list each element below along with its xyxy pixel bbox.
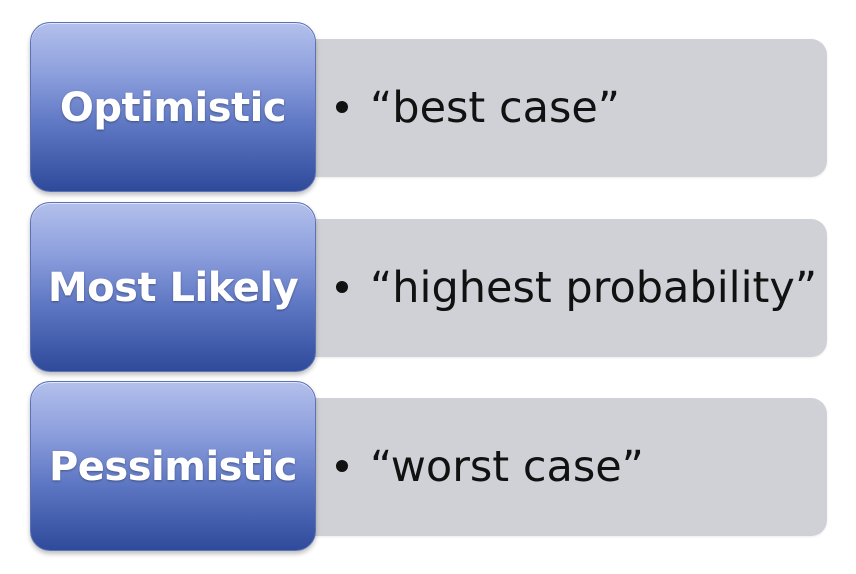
description-text: “worst case” bbox=[370, 442, 644, 492]
row-most-likely: “highest probability” Most Likely bbox=[0, 202, 856, 374]
label-box: Most Likely bbox=[30, 202, 316, 372]
description-text: “best case” bbox=[370, 83, 621, 133]
bullet-icon bbox=[336, 459, 348, 472]
row-pessimistic: “worst case” Pessimistic bbox=[0, 381, 856, 553]
label-text: Optimistic bbox=[59, 85, 287, 131]
description-box: “worst case” bbox=[292, 398, 827, 536]
label-text: Pessimistic bbox=[48, 444, 298, 490]
label-text: Most Likely bbox=[47, 265, 299, 311]
label-box: Pessimistic bbox=[30, 381, 316, 551]
bullet-icon bbox=[336, 280, 348, 293]
label-box: Optimistic bbox=[30, 22, 316, 192]
description-text: “highest probability” bbox=[370, 263, 818, 313]
description-box: “highest probability” bbox=[292, 219, 827, 357]
bullet-icon bbox=[336, 100, 348, 113]
row-optimistic: “best case” Optimistic bbox=[0, 22, 856, 194]
description-box: “best case” bbox=[292, 39, 827, 177]
